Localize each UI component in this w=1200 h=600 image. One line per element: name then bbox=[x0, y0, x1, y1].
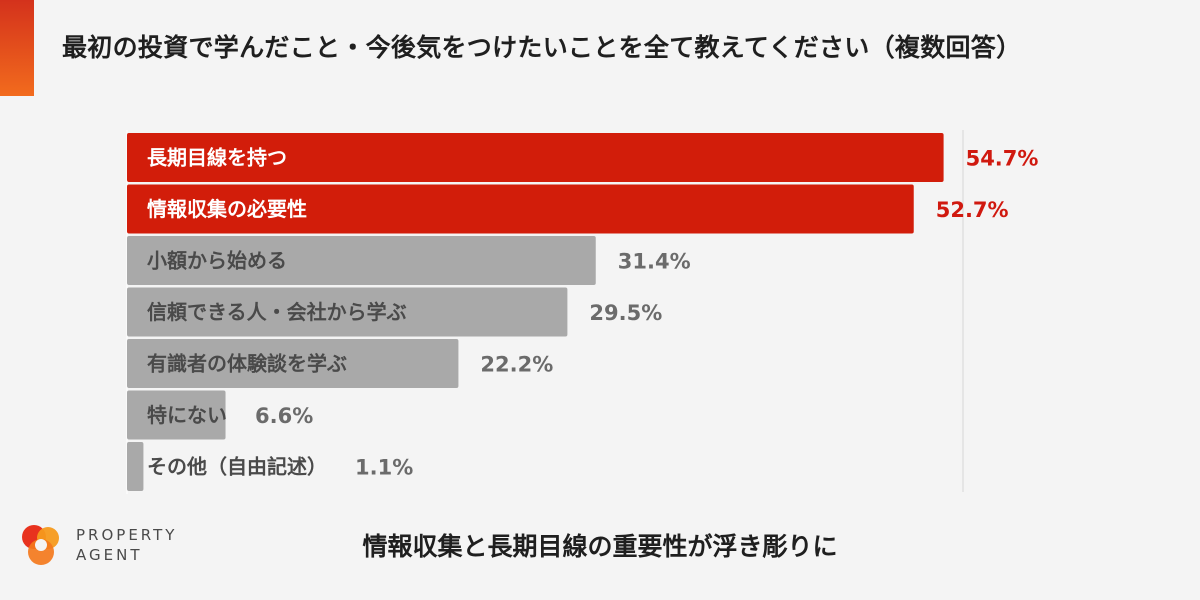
value-label-2: 31.4% bbox=[618, 250, 691, 274]
value-label-3: 29.5% bbox=[589, 301, 662, 325]
bar-label-5: 特にない bbox=[147, 403, 227, 427]
bar-label-3: 信頼できる人・会社から学ぶ bbox=[147, 300, 407, 324]
logo-text-line1: PROPERTY bbox=[76, 526, 178, 544]
bar-1 bbox=[127, 184, 914, 234]
value-label-1: 52.7% bbox=[936, 198, 1009, 222]
logo-text-line2: AGENT bbox=[76, 546, 143, 564]
bar-label-1: 情報収集の必要性 bbox=[147, 197, 307, 221]
bar-5 bbox=[127, 390, 226, 440]
page-title: 最初の投資で学んだこと・今後気をつけたいことを全て教えてください（複数回答） bbox=[62, 33, 1022, 62]
conclusion-text: 情報収集と長期目線の重要性が浮き彫りに bbox=[362, 532, 838, 561]
bar-6 bbox=[127, 442, 144, 491]
bar-0 bbox=[127, 133, 944, 182]
bar-4 bbox=[127, 339, 459, 388]
bar-label-2: 小額から始める bbox=[147, 249, 287, 273]
property-agent-logo-mark-icon bbox=[22, 525, 59, 565]
company-logo: PROPERTY AGENT bbox=[16, 520, 177, 570]
bar-label-0: 長期目線を持つ bbox=[147, 146, 287, 170]
value-label-6: 1.1% bbox=[355, 456, 413, 480]
title-accent-bar bbox=[0, 0, 34, 96]
bar-label-6: その他（自由記述） bbox=[147, 455, 327, 479]
bar-label-4: 有識者の体験談を学ぶ bbox=[147, 352, 347, 376]
bar-2 bbox=[127, 236, 596, 285]
value-label-0: 54.7% bbox=[966, 147, 1039, 171]
value-label-4: 22.2% bbox=[480, 353, 553, 377]
bar-3 bbox=[127, 287, 568, 337]
value-label-5: 6.6% bbox=[255, 404, 313, 428]
